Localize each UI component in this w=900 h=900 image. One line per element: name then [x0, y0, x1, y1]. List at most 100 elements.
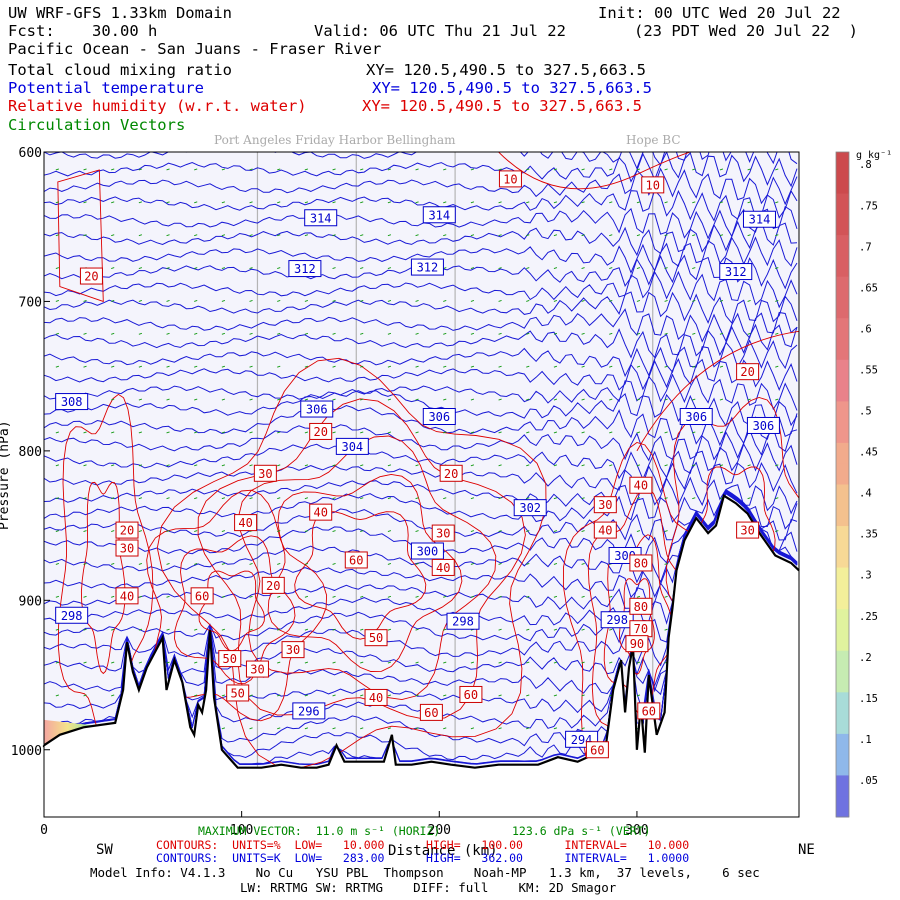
circulation-vector	[249, 365, 253, 368]
circulation-vector	[304, 464, 309, 467]
theta-isoline	[44, 442, 798, 481]
rh-label: 40	[598, 524, 612, 538]
circulation-vector	[526, 332, 530, 335]
rh-label-box	[309, 422, 333, 440]
circulation-vector	[111, 431, 115, 434]
circulation-vector	[415, 332, 419, 335]
rh-label-box	[637, 702, 661, 720]
circulation-vector	[443, 365, 447, 368]
circulation-vector	[553, 267, 558, 270]
colorbar-swatch	[836, 255, 849, 278]
rh-label-box	[234, 514, 258, 532]
circulation-vector	[747, 497, 751, 500]
circulation-vector	[304, 530, 309, 533]
circulation-vector	[332, 234, 336, 237]
circulation-vector	[498, 530, 502, 533]
circulation-vector	[387, 562, 392, 565]
circulation-vector	[387, 727, 392, 730]
colorbar-tick-label: .25	[859, 611, 878, 623]
circulation-vector	[636, 661, 641, 664]
rh-label-box	[115, 521, 139, 539]
circulation-vector	[249, 332, 253, 335]
circulation-vector	[692, 332, 696, 335]
circulation-vector	[609, 332, 613, 335]
circulation-vector	[304, 398, 309, 401]
circulation-vector	[664, 431, 668, 434]
theta-isoline	[44, 205, 798, 240]
x-tick-label: 100	[230, 823, 253, 838]
rh-label: 20	[120, 524, 134, 538]
circulation-vector	[553, 234, 558, 237]
circulation-vector	[664, 398, 668, 401]
rh-label-box	[115, 587, 139, 605]
circulation-vector	[111, 168, 115, 171]
theta-isoline	[44, 270, 798, 309]
circulation-vector	[111, 234, 115, 237]
circulation-vector	[775, 497, 779, 500]
rh-label: 40	[436, 561, 450, 575]
circulation-vector	[719, 332, 724, 335]
circulation-vector	[775, 530, 779, 533]
rh-label-box	[261, 576, 285, 594]
circulation-vector	[609, 234, 613, 237]
theta-isoline	[44, 489, 798, 541]
circulation-vector	[277, 168, 281, 171]
circulation-vector	[443, 497, 447, 500]
circulation-vector	[55, 201, 60, 204]
circulation-vector	[166, 431, 170, 434]
circulation-vector	[415, 299, 419, 302]
circulation-vector	[470, 332, 475, 335]
theta-isoline	[44, 291, 798, 325]
circulation-vector	[166, 168, 170, 171]
circulation-vector	[719, 201, 724, 204]
circulation-vector	[526, 267, 530, 270]
circulation-vector	[415, 694, 419, 697]
circulation-vector	[581, 332, 585, 335]
field-theta-name: Potential temperature	[8, 79, 204, 97]
rh-contour	[80, 481, 126, 675]
init-time: Init: 00 UTC Wed 20 Jul 22	[598, 4, 841, 22]
rh-label-box	[253, 464, 277, 482]
circulation-vector	[221, 727, 226, 730]
rh-label: 30	[250, 663, 264, 677]
theta-isoline	[44, 220, 798, 257]
circulation-vector	[470, 727, 475, 730]
rh-label-box	[736, 521, 760, 539]
colorbar-swatch	[836, 463, 849, 485]
colorbar-swatch	[836, 442, 849, 465]
circulation-vector	[194, 464, 198, 467]
circulation-vector	[692, 168, 696, 171]
circulation-vector	[277, 365, 281, 368]
circulation-vector	[775, 398, 779, 401]
circulation-vector	[664, 595, 668, 598]
field-rh-xy: XY= 120.5,490.5 to 327.5,663.5	[362, 97, 642, 115]
circulation-vector	[111, 365, 115, 368]
circulation-vector	[55, 497, 60, 500]
circulation-vector	[498, 201, 502, 204]
circulation-vector	[636, 464, 641, 467]
rh-label-box	[641, 176, 665, 194]
theta-isoline	[44, 373, 798, 411]
circulation-vector	[443, 661, 447, 664]
rh-label-box	[79, 267, 103, 285]
rh-label-box	[431, 524, 455, 542]
circulation-vector	[332, 497, 336, 500]
circulation-vector	[581, 398, 585, 401]
theta-label: 306	[306, 403, 328, 417]
theta-label: 314	[749, 213, 771, 227]
rh-contour	[636, 330, 799, 452]
colorbar-tick-label: .1	[859, 734, 872, 746]
rh-label-box	[498, 170, 522, 188]
circulation-vector	[55, 530, 60, 533]
circulation-vector	[111, 332, 115, 335]
rh-label: 70	[634, 622, 648, 636]
rh-label: 60	[464, 688, 478, 702]
circulation-vector	[581, 694, 585, 697]
circulation-vector	[332, 661, 336, 664]
circulation-vector	[360, 464, 364, 467]
colorbar-tick-label: .35	[859, 529, 878, 541]
rh-label: 80	[634, 556, 648, 570]
circulation-vector	[581, 497, 585, 500]
circulation-vector	[609, 464, 613, 467]
circulation-vector	[387, 464, 392, 467]
